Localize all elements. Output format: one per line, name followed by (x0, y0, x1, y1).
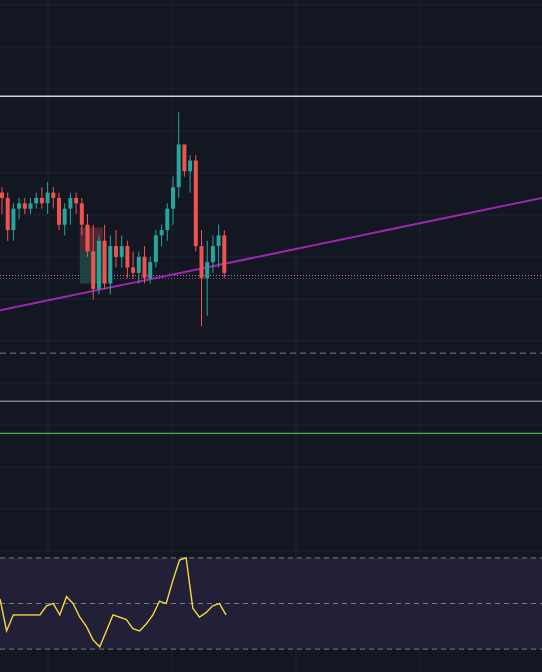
candle-body (57, 197, 61, 225)
candle-body (159, 230, 164, 236)
candle-body (182, 144, 187, 172)
candle-body (142, 256, 147, 279)
candle-body (79, 203, 84, 225)
candle-body (136, 256, 141, 273)
candle-body (34, 197, 39, 204)
candle-body (45, 192, 50, 204)
candle-body (210, 246, 215, 263)
candle-body (165, 208, 170, 231)
trend-line (0, 196, 542, 312)
candle-body (11, 208, 16, 231)
candle-body (176, 144, 181, 188)
rsi-line (0, 556, 227, 649)
candle-body (62, 208, 67, 225)
candle-body (28, 203, 33, 209)
candle-body (22, 203, 27, 209)
candle-body (148, 262, 153, 279)
candle-body (199, 246, 204, 279)
candle-body (205, 262, 210, 279)
candle-body (96, 240, 101, 289)
rsi-pane (0, 556, 542, 650)
candle-body (131, 267, 136, 273)
candle-body (39, 197, 44, 204)
candle-body (222, 235, 227, 273)
candle-body (102, 240, 107, 284)
candlestick-series (0, 112, 227, 327)
candle-body (108, 246, 113, 284)
candle-body (171, 187, 175, 209)
candle-body (0, 192, 4, 198)
candle-body (74, 197, 79, 204)
candle-body (85, 224, 90, 252)
candle-body (188, 160, 193, 172)
candle-body (216, 235, 221, 247)
candle-body (51, 192, 56, 198)
candle-body (5, 197, 10, 231)
candle-body (17, 203, 22, 209)
candle-body (68, 197, 73, 209)
candle-body (153, 235, 158, 263)
candle-body (125, 246, 130, 268)
candle-body (114, 246, 118, 257)
candle-body (91, 251, 96, 289)
candle-body (193, 160, 198, 247)
candle-body (119, 246, 124, 257)
